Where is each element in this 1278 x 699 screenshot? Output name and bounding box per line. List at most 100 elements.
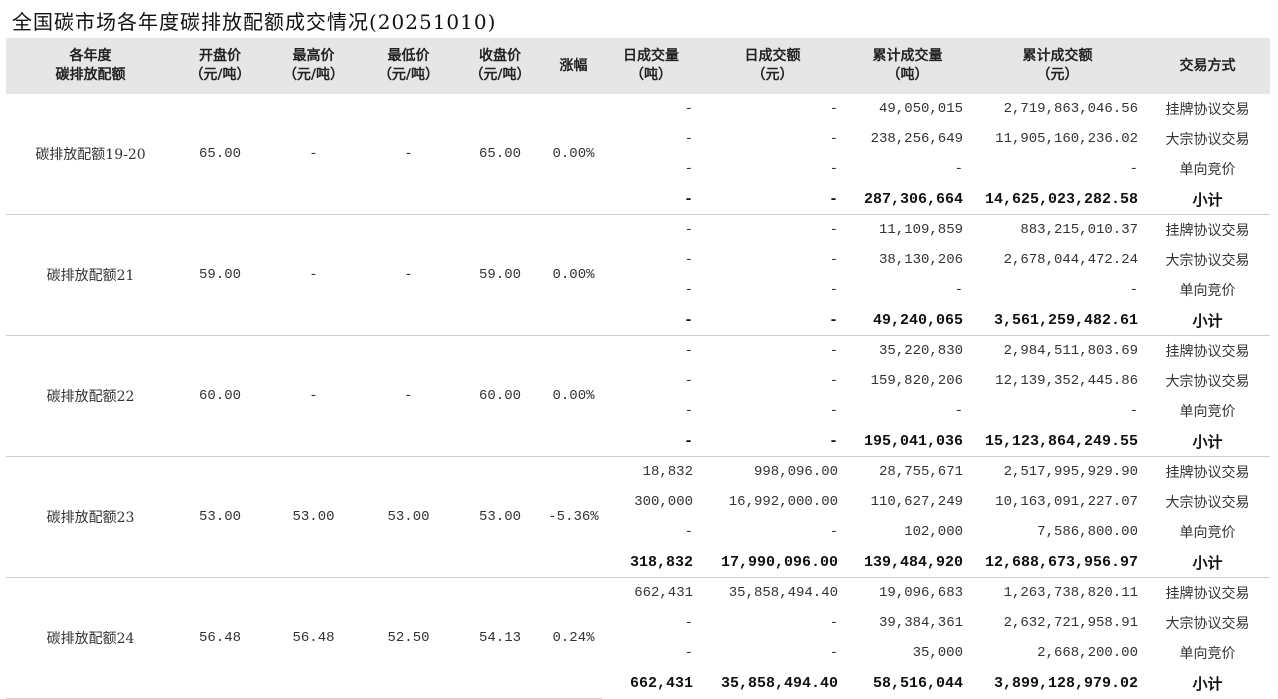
column-header-line: 日成交额 bbox=[744, 48, 801, 64]
table-row: - - 39,384,361 2,632,721,958.91 大宗协议交易 bbox=[6, 608, 1270, 638]
cumulative-amount: 7,586,800.00 bbox=[1037, 524, 1138, 540]
column-header-line: （元/吨） bbox=[282, 67, 345, 83]
low-price: 53.00 bbox=[362, 456, 455, 578]
column-header: 开盘价 （元/吨） bbox=[175, 38, 265, 94]
daily-volume: - bbox=[684, 615, 693, 631]
trading-method: 小计 bbox=[1145, 305, 1270, 336]
column-header-line: （元/吨） bbox=[377, 67, 440, 83]
table-row: 碳排放配额21 59.00- -59.00 0.00% - -11,109,859 883,… bbox=[6, 214, 1270, 336]
column-header: 累计成交额 （元） bbox=[970, 38, 1145, 94]
trading-method: 单向竞价 bbox=[1179, 162, 1236, 178]
column-header-line: 涨幅 bbox=[559, 57, 588, 74]
subtotal-row: - -195,041,036 15,123,864,249.55 小计 bbox=[6, 426, 1270, 457]
cumulative-volume: - bbox=[954, 282, 963, 298]
daily-volume: - bbox=[684, 524, 693, 540]
allowance-name: 碳排放配额19-20 bbox=[6, 94, 175, 215]
column-header-line: （元/吨） bbox=[469, 67, 531, 83]
column-header-line: 累计成交额 bbox=[1022, 48, 1093, 64]
cumulative-volume: 159,820,206 bbox=[870, 373, 963, 389]
table-row: - - - - 单向竞价 bbox=[6, 396, 1270, 426]
column-header: 涨幅 bbox=[545, 38, 602, 94]
trading-method: 大宗协议交易 bbox=[1165, 616, 1250, 632]
trading-method: 单向竞价 bbox=[1179, 646, 1236, 662]
trading-method: 大宗协议交易 bbox=[1165, 253, 1250, 269]
trading-method: 单向竞价 bbox=[1179, 283, 1236, 299]
trading-method: 挂牌协议交易 bbox=[1165, 586, 1250, 602]
cumulative-volume: 19,096,683 bbox=[878, 585, 963, 601]
subtotal-row: - -49,240,065 3,561,259,482.61 小计 bbox=[6, 305, 1270, 336]
trading-method: 小计 bbox=[1145, 184, 1270, 215]
cumulative-volume: - bbox=[954, 403, 963, 419]
trading-method: 小计 bbox=[1145, 547, 1270, 578]
daily-amount: - bbox=[700, 184, 845, 215]
daily-volume: - bbox=[602, 426, 700, 457]
cumulative-amount: 2,678,044,472.24 bbox=[1003, 252, 1138, 268]
table-row: - - 35,000 2,668,200.00 单向竞价 bbox=[6, 638, 1270, 668]
daily-volume: - bbox=[684, 645, 693, 661]
cumulative-amount: - bbox=[1129, 161, 1138, 177]
subtotal-row: - -287,306,664 14,625,023,282.58 小计 bbox=[6, 184, 1270, 215]
daily-amount: - bbox=[829, 252, 838, 268]
table-row: 300,000 16,992,000.00 110,627,249 10,163,09… bbox=[6, 487, 1270, 517]
high-price: 56.48 bbox=[265, 577, 362, 699]
table-row: 碳排放配额24 56.48 56.48 52.50 54.13 0.24% 662,431 3… bbox=[6, 577, 1270, 699]
trading-method: 挂牌协议交易 bbox=[1165, 102, 1250, 118]
column-header-line: 日成交量 bbox=[623, 48, 679, 64]
column-header: 各年度 碳排放配额 bbox=[6, 38, 175, 94]
close-price: 54.13 bbox=[455, 577, 545, 699]
high-price: - bbox=[265, 94, 362, 215]
cumulative-volume: 238,256,649 bbox=[870, 131, 963, 147]
table-row: - - 238,256,649 11,905,160,236.02 大宗协议交易 bbox=[6, 124, 1270, 154]
table-row: - - 38,130,206 2,678,044,472.24 大宗协议交易 bbox=[6, 245, 1270, 275]
table-row: - - - - 单向竞价 bbox=[6, 275, 1270, 305]
cumulative-amount: 14,625,023,282.58 bbox=[970, 184, 1145, 215]
daily-volume: 662,431 bbox=[629, 674, 693, 692]
column-header-line: 各年度 bbox=[69, 48, 112, 64]
cumulative-amount: 3,899,128,979.02 bbox=[993, 674, 1138, 692]
cumulative-amount: 11,905,160,236.02 bbox=[995, 131, 1138, 147]
cumulative-amount: 2,632,721,958.91 bbox=[1003, 615, 1138, 631]
daily-volume: - bbox=[602, 305, 700, 336]
column-header: 收盘价 （元/吨） bbox=[455, 38, 545, 94]
cumulative-amount: 12,139,352,445.86 bbox=[995, 373, 1138, 389]
low-price: - bbox=[362, 214, 455, 336]
daily-amount: 35,858,494.40 bbox=[720, 674, 838, 692]
cumulative-volume: - bbox=[954, 161, 963, 177]
price-change: 0.00% bbox=[545, 214, 602, 336]
cumulative-volume: 35,220,830 bbox=[878, 343, 963, 359]
close-price: 53.00 bbox=[455, 456, 545, 578]
daily-amount: - bbox=[829, 645, 838, 661]
price-change: 0.00% bbox=[545, 94, 602, 215]
daily-volume: 300,000 bbox=[634, 494, 693, 510]
column-header: 交易方式 bbox=[1145, 38, 1270, 94]
cumulative-volume: 38,130,206 bbox=[878, 252, 963, 268]
cumulative-amount: 1,263,738,820.11 bbox=[1003, 585, 1138, 601]
cumulative-amount: 12,688,673,956.97 bbox=[970, 547, 1145, 578]
price-change: -5.36% bbox=[545, 456, 602, 578]
price-change: 0.24% bbox=[545, 577, 602, 699]
cumulative-amount: 15,123,864,249.55 bbox=[970, 426, 1145, 457]
open-price: 56.48 bbox=[175, 577, 265, 699]
column-header-line: 累计成交量 bbox=[872, 48, 943, 64]
cumulative-volume: 139,484,920 bbox=[845, 547, 970, 578]
carbon-trading-table: 各年度 碳排放配额 开盘价 （元/吨） 最高价 （元/吨） 最低价 （元/吨） 收盘价 （元/吨）… bbox=[6, 38, 1270, 699]
daily-amount: - bbox=[829, 131, 838, 147]
daily-volume: - bbox=[684, 373, 693, 389]
subtotal-row: 662,431 35,858,494.40 58,516,044 3,899,128,… bbox=[6, 668, 1270, 698]
trading-method: 挂牌协议交易 bbox=[1165, 223, 1250, 239]
trading-method: 挂牌协议交易 bbox=[1165, 465, 1250, 481]
daily-amount: - bbox=[829, 615, 838, 631]
daily-volume: - bbox=[684, 161, 693, 177]
cumulative-volume: 49,240,065 bbox=[845, 305, 970, 336]
daily-volume: - bbox=[684, 252, 693, 268]
allowance-name: 碳排放配额21 bbox=[6, 214, 175, 336]
low-price: 52.50 bbox=[362, 577, 455, 699]
column-header-line: 开盘价 bbox=[199, 48, 241, 64]
trading-method: 单向竞价 bbox=[1179, 525, 1236, 541]
cumulative-amount: - bbox=[1129, 403, 1138, 419]
table-row: - - - - 单向竞价 bbox=[6, 154, 1270, 184]
allowance-name: 碳排放配额22 bbox=[6, 335, 175, 457]
column-header-line: （元） bbox=[751, 67, 794, 83]
cumulative-volume: 58,516,044 bbox=[872, 674, 963, 692]
daily-volume: 318,832 bbox=[602, 547, 700, 578]
